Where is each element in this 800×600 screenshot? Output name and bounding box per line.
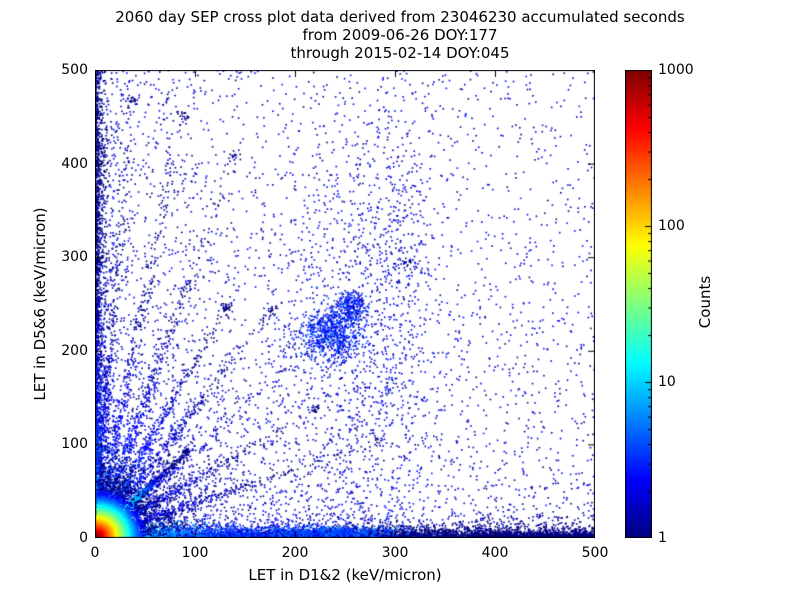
colorbar-tick-label: 1 — [658, 530, 667, 546]
y-tick-label: 100 — [61, 436, 88, 452]
colorbar-tick-label: 1000 — [658, 62, 694, 78]
x-tick-label: 200 — [281, 545, 309, 561]
y-tick-label: 0 — [79, 530, 88, 546]
y-tick-label: 200 — [61, 343, 88, 359]
scatter-plot-canvas — [95, 70, 595, 538]
y-tick-label: 400 — [61, 156, 88, 172]
x-axis-label: LET in D1&2 (keV/micron) — [248, 566, 442, 584]
colorbar-tick-label: 100 — [658, 218, 685, 234]
colorbar-label: Counts — [696, 275, 714, 329]
title-line-1: 2060 day SEP cross plot data derived fro… — [115, 8, 685, 26]
y-tick-label: 300 — [61, 249, 88, 265]
x-tick-label: 100 — [181, 545, 209, 561]
colorbar-tick-label: 10 — [658, 374, 676, 390]
title-line-3: through 2015-02-14 DOY:045 — [290, 44, 510, 62]
y-axis-label: LET in D5&6 (keV/micron) — [31, 207, 49, 401]
x-tick-label: 0 — [90, 545, 100, 561]
chart-title: 2060 day SEP cross plot data derived fro… — [0, 8, 800, 62]
colorbar-canvas — [625, 70, 652, 538]
x-tick-label: 300 — [381, 545, 409, 561]
title-line-2: from 2009-06-26 DOY:177 — [302, 26, 498, 44]
y-tick-label: 500 — [61, 62, 88, 78]
x-tick-label: 500 — [581, 545, 609, 561]
x-tick-label: 400 — [481, 545, 509, 561]
